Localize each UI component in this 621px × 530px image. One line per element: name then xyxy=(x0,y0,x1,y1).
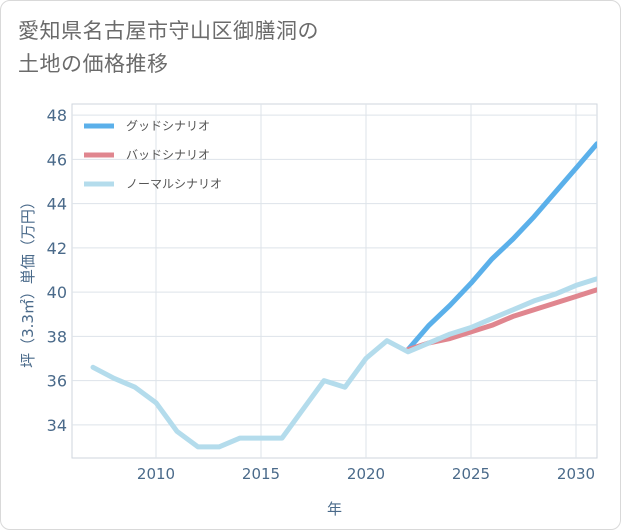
y-tick-label: 40 xyxy=(47,283,67,302)
chart-title-line2: 土地の価格推移 xyxy=(18,52,169,76)
series-line-0 xyxy=(405,141,597,353)
y-tick-label: 36 xyxy=(47,372,67,391)
chart-title-line1: 愛知県名古屋市守山区御膳洞の xyxy=(18,19,319,43)
y-tick-label: 38 xyxy=(47,327,67,346)
legend-label-0: グッドシナリオ xyxy=(126,119,210,133)
y-tick-label: 34 xyxy=(47,416,67,435)
y-axis-label: 坪（3.3㎡）単価（万円） xyxy=(19,194,37,368)
x-axis-label: 年 xyxy=(327,500,342,518)
legend-label-1: バッドシナリオ xyxy=(126,148,210,162)
y-tick-label: 44 xyxy=(47,195,67,214)
x-tick-label: 2010 xyxy=(137,465,175,483)
x-tick-label: 2025 xyxy=(452,465,490,483)
y-tick-label: 46 xyxy=(47,150,67,169)
x-tick-label: 2020 xyxy=(347,465,385,483)
x-tick-label: 2030 xyxy=(557,465,595,483)
chart-title: 愛知県名古屋市守山区御膳洞の 土地の価格推移 xyxy=(18,15,538,81)
legend-label-2: ノーマルシナリオ xyxy=(126,177,222,191)
plot-area xyxy=(71,103,598,459)
y-tick-label: 42 xyxy=(47,239,67,258)
x-tick-label: 2015 xyxy=(242,465,280,483)
series-line-2 xyxy=(90,276,597,450)
y-tick-label: 48 xyxy=(47,106,67,125)
